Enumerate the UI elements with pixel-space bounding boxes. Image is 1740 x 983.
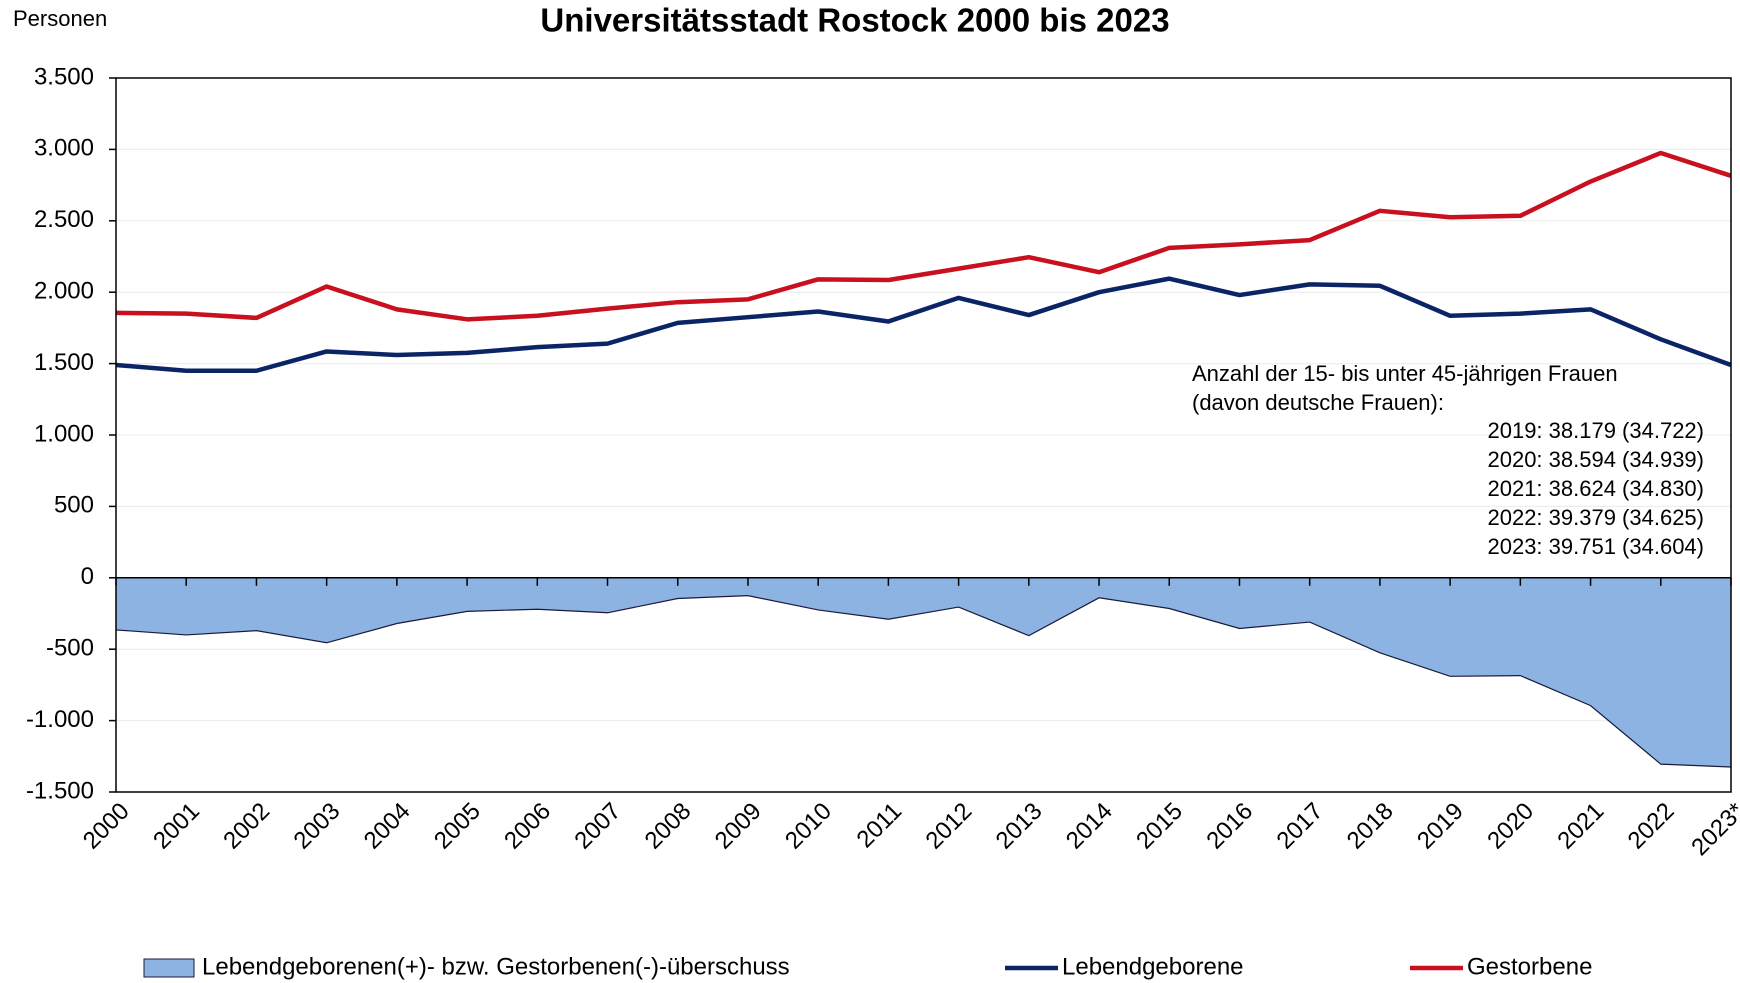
x-tick-label: 2016: [1201, 798, 1258, 855]
y-tick-label: 2.000: [34, 278, 94, 305]
y-tick-label: 0: [81, 563, 94, 590]
x-tick-label: 2018: [1342, 798, 1399, 855]
y-tick-label: -500: [46, 635, 94, 662]
legend-swatch: [143, 958, 195, 978]
y-tick-label: -1.500: [26, 777, 94, 804]
x-tick-label: 2004: [359, 798, 416, 855]
chart-title: Universitätsstadt Rostock 2000 bis 2023: [540, 2, 1169, 39]
annotation: 2019: 38.179 (34.722): [1487, 418, 1704, 443]
y-tick-label: 500: [54, 492, 94, 519]
x-tick-label: 2015: [1131, 798, 1188, 855]
x-tick-label: 2020: [1482, 798, 1539, 855]
annotation: 2021: 38.624 (34.830): [1487, 476, 1704, 501]
x-tick-label: 2022: [1623, 798, 1680, 855]
x-tick-label: 2011: [852, 798, 908, 854]
y-tick-label: 2.500: [34, 206, 94, 233]
x-tick-label: 2017: [1272, 798, 1329, 855]
annotation: (davon deutsche Frauen):: [1192, 390, 1444, 415]
y-tick-label: -1.000: [26, 706, 94, 733]
line: [115, 276, 1732, 373]
area-edge: [115, 595, 1732, 768]
y-tick-label: 3.000: [34, 135, 94, 162]
annotation: 2023: 39.751 (34.604): [1487, 534, 1704, 559]
x-tick-label: 2010: [780, 798, 837, 855]
x-tick-label: 2021: [1552, 798, 1609, 855]
x-tick-label: 2012: [920, 798, 977, 855]
x-tick-label: 2023*: [1686, 798, 1740, 861]
y-tick-label: 3.500: [34, 63, 94, 90]
plot-frame: [115, 77, 1732, 793]
legend-label: Lebendgeborenen(+)- bzw. Gestorbenen(-)-…: [202, 953, 790, 980]
y-tick-label: 1.500: [34, 349, 94, 376]
y-axis-label: Personen: [13, 6, 107, 31]
x-tick-label: 2005: [429, 798, 486, 855]
area: [116, 577, 1731, 768]
x-tick-label: 2002: [218, 798, 275, 855]
y-tick-label: 1.000: [34, 420, 94, 447]
x-tick-label: 2007: [569, 798, 626, 855]
annotation: 2020: 38.594 (34.939): [1487, 447, 1704, 472]
annotation: 2022: 39.379 (34.625): [1487, 505, 1704, 530]
x-tick-label: 2014: [1061, 798, 1118, 855]
x-tick-label: 2019: [1412, 798, 1469, 855]
annotation: Anzahl der 15- bis unter 45-jährigen Fra…: [1192, 361, 1618, 386]
x-tick-label: 2003: [289, 798, 346, 855]
x-tick-label: 2009: [710, 798, 767, 855]
x-tick-label: 2000: [78, 798, 135, 855]
legend-label: Gestorbene: [1467, 953, 1592, 980]
x-tick-label: 2013: [991, 798, 1048, 855]
line: [115, 150, 1732, 322]
x-tick-label: 2006: [499, 798, 556, 855]
x-tick-label: 2008: [640, 798, 697, 855]
legend-label: Lebendgeborene: [1062, 953, 1244, 980]
x-tick-label: 2001: [148, 798, 205, 855]
